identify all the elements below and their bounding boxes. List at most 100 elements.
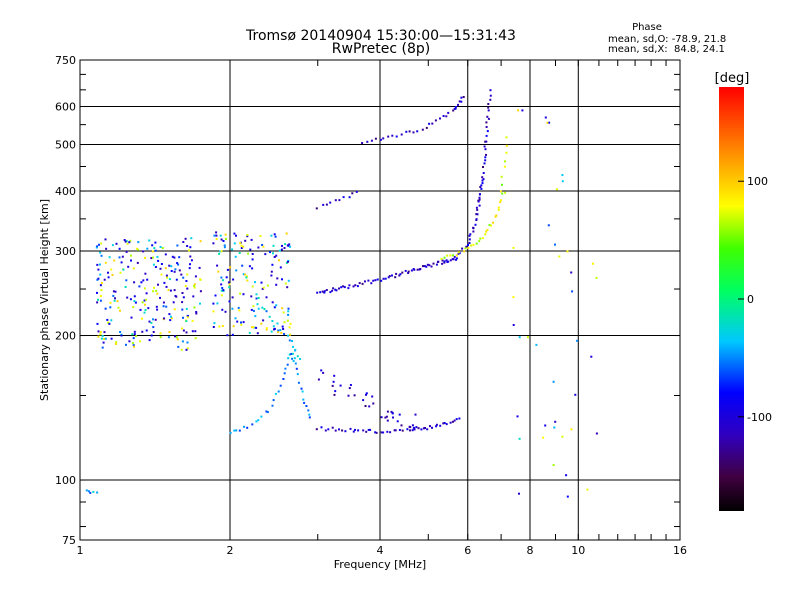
- x-axis-label: Frequency [MHz]: [334, 558, 426, 571]
- data-point: [374, 137, 377, 140]
- data-point: [252, 309, 255, 312]
- data-point: [305, 405, 308, 407]
- data-point: [226, 334, 229, 337]
- data-point: [220, 250, 223, 253]
- data-point: [287, 313, 290, 316]
- data-point: [145, 292, 148, 295]
- data-point: [239, 242, 242, 245]
- data-point: [96, 263, 99, 266]
- data-point: [256, 332, 259, 335]
- data-point: [111, 244, 114, 247]
- data-point: [286, 319, 289, 322]
- data-point: [99, 299, 102, 302]
- data-point: [212, 326, 215, 328]
- data-point: [184, 285, 187, 287]
- data-point: [156, 308, 159, 311]
- data-point: [176, 262, 179, 265]
- data-point: [489, 89, 492, 92]
- data-point: [99, 333, 102, 336]
- data-point: [392, 416, 394, 419]
- data-point: [288, 326, 291, 329]
- data-point: [150, 321, 153, 324]
- data-point: [307, 409, 310, 412]
- data-point: [187, 315, 189, 318]
- data-point: [217, 270, 220, 273]
- data-point: [441, 262, 444, 265]
- data-point: [338, 428, 340, 431]
- data-point: [173, 308, 176, 311]
- data-point: [266, 411, 269, 414]
- data-point: [482, 166, 484, 168]
- data-point: [331, 384, 334, 387]
- data-point: [265, 296, 268, 299]
- data-point: [100, 242, 103, 245]
- data-point: [271, 404, 274, 407]
- data-point: [558, 255, 561, 258]
- data-point: [228, 286, 231, 289]
- data-point: [465, 245, 468, 248]
- data-point: [238, 309, 241, 312]
- data-point: [131, 342, 134, 345]
- data-point: [281, 307, 284, 310]
- data-point: [176, 338, 179, 341]
- data-point: [324, 429, 327, 432]
- data-point: [106, 318, 109, 321]
- data-point: [387, 135, 390, 138]
- data-point: [484, 159, 487, 162]
- data-point: [325, 203, 328, 206]
- data-point: [287, 310, 290, 313]
- data-point: [146, 247, 149, 250]
- data-point: [435, 425, 438, 428]
- data-point: [357, 429, 360, 432]
- data-point: [335, 289, 338, 292]
- data-point: [238, 429, 241, 432]
- data-point: [118, 247, 121, 250]
- data-point: [165, 285, 168, 288]
- data-point: [489, 94, 492, 97]
- data-point: [361, 142, 364, 144]
- data-point: [236, 320, 239, 323]
- data-point: [213, 322, 216, 325]
- data-point: [542, 436, 545, 439]
- data-point: [349, 427, 352, 430]
- data-point: [323, 291, 326, 294]
- data-point: [352, 285, 355, 288]
- data-point: [152, 331, 155, 333]
- data-point: [331, 426, 334, 429]
- data-point: [108, 256, 111, 259]
- data-point: [354, 284, 357, 287]
- data-point: [119, 331, 122, 333]
- data-point: [535, 343, 538, 346]
- data-point: [570, 271, 573, 274]
- data-point: [151, 244, 154, 247]
- data-point: [477, 200, 480, 203]
- data-point: [463, 250, 466, 253]
- data-point: [100, 337, 103, 340]
- data-point: [399, 273, 402, 276]
- data-point: [449, 421, 452, 424]
- data-point: [110, 268, 113, 271]
- data-point: [553, 426, 556, 429]
- data-point: [115, 242, 118, 245]
- data-point: [362, 429, 365, 432]
- data-point: [231, 333, 234, 336]
- data-point: [143, 287, 146, 290]
- data-point: [125, 343, 127, 346]
- data-point: [365, 393, 367, 396]
- data-point: [347, 287, 350, 290]
- data-point: [413, 428, 416, 431]
- data-point: [248, 331, 251, 334]
- data-point: [408, 425, 411, 428]
- data-point: [481, 237, 484, 240]
- y-tick-label: 400: [55, 185, 76, 198]
- data-point: [199, 278, 202, 281]
- data-point: [155, 289, 158, 292]
- data-point: [256, 303, 259, 306]
- data-point: [434, 119, 437, 122]
- data-point: [186, 341, 189, 344]
- data-point: [98, 263, 101, 266]
- data-point: [426, 428, 429, 431]
- data-point: [101, 334, 104, 337]
- data-point: [169, 289, 172, 292]
- data-point: [144, 309, 147, 311]
